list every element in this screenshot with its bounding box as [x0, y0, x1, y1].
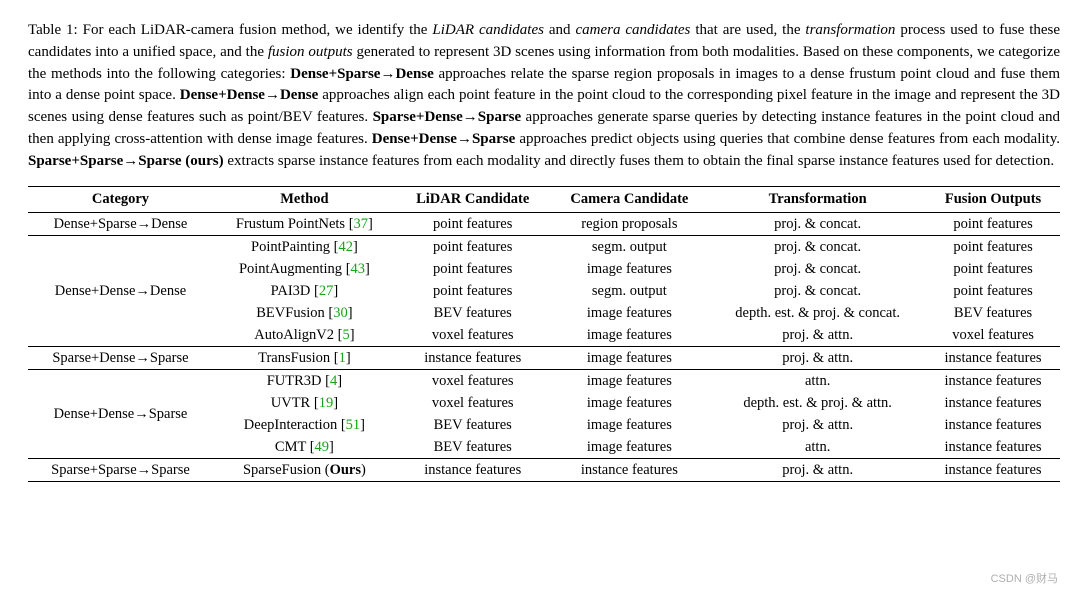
table-row: Dense+Dense→DensePointPainting [42]point…	[28, 236, 1060, 259]
cell-lidar: BEV features	[396, 436, 550, 459]
table-row: Sparse+Dense→SparseTransFusion [1]instan…	[28, 347, 1060, 370]
citation-ref[interactable]: 51	[346, 417, 361, 433]
cell-method: TransFusion [1]	[213, 347, 396, 370]
cell-camera: image features	[550, 258, 710, 280]
cell-output: instance features	[926, 459, 1060, 482]
table-caption: Table 1: For each LiDAR-camera fusion me…	[28, 20, 1060, 172]
cell-transform: depth. est. & proj. & concat.	[709, 302, 926, 324]
col-transform: Transformation	[709, 187, 926, 213]
table-header-row: Category Method LiDAR Candidate Camera C…	[28, 187, 1060, 213]
cell-camera: segm. output	[550, 236, 710, 259]
citation-ref[interactable]: 43	[351, 261, 366, 277]
cell-transform: attn.	[709, 436, 926, 459]
cell-method: AutoAlignV2 [5]	[213, 324, 396, 347]
cell-output: point features	[926, 213, 1060, 236]
cell-transform: proj. & concat.	[709, 258, 926, 280]
cell-output: instance features	[926, 436, 1060, 459]
cell-method: FUTR3D [4]	[213, 370, 396, 393]
fusion-methods-table: Category Method LiDAR Candidate Camera C…	[28, 186, 1060, 482]
cell-lidar: BEV features	[396, 302, 550, 324]
cell-category: Dense+Dense→Dense	[28, 236, 213, 347]
cell-output: instance features	[926, 347, 1060, 370]
cell-lidar: instance features	[396, 459, 550, 482]
citation-ref[interactable]: 5	[342, 327, 349, 343]
cell-camera: image features	[550, 392, 710, 414]
cell-method: UVTR [19]	[213, 392, 396, 414]
citation-ref[interactable]: 42	[338, 239, 353, 255]
citation-ref[interactable]: 4	[330, 373, 337, 389]
cell-transform: proj. & attn.	[709, 459, 926, 482]
cell-transform: proj. & attn.	[709, 347, 926, 370]
cell-method: DeepInteraction [51]	[213, 414, 396, 436]
citation-ref[interactable]: 49	[315, 439, 330, 455]
cell-method: PointAugmenting [43]	[213, 258, 396, 280]
cell-camera: image features	[550, 324, 710, 347]
cell-lidar: point features	[396, 280, 550, 302]
cell-transform: proj. & concat.	[709, 236, 926, 259]
cell-output: BEV features	[926, 302, 1060, 324]
cell-camera: image features	[550, 414, 710, 436]
cell-output: point features	[926, 280, 1060, 302]
citation-ref[interactable]: 27	[319, 283, 334, 299]
cell-camera: region proposals	[550, 213, 710, 236]
col-camera: Camera Candidate	[550, 187, 710, 213]
caption-body: For each LiDAR-camera fusion method, we …	[28, 22, 1060, 169]
cell-camera: instance features	[550, 459, 710, 482]
table-body: Dense+Sparse→DenseFrustum PointNets [37]…	[28, 213, 1060, 482]
col-output: Fusion Outputs	[926, 187, 1060, 213]
watermark: CSDN @财马	[991, 570, 1058, 586]
cell-lidar: point features	[396, 213, 550, 236]
cell-camera: image features	[550, 436, 710, 459]
cell-output: voxel features	[926, 324, 1060, 347]
citation-ref[interactable]: 30	[333, 305, 348, 321]
cell-method: PAI3D [27]	[213, 280, 396, 302]
cell-method: PointPainting [42]	[213, 236, 396, 259]
table-row: Sparse+Sparse→SparseSparseFusion (Ours)i…	[28, 459, 1060, 482]
cell-lidar: voxel features	[396, 324, 550, 347]
cell-output: instance features	[926, 414, 1060, 436]
col-method: Method	[213, 187, 396, 213]
cell-output: point features	[926, 258, 1060, 280]
cell-transform: proj. & concat.	[709, 280, 926, 302]
cell-transform: proj. & attn.	[709, 324, 926, 347]
cell-method: BEVFusion [30]	[213, 302, 396, 324]
cell-category: Dense+Dense→Sparse	[28, 370, 213, 459]
cell-camera: image features	[550, 370, 710, 393]
cell-lidar: voxel features	[396, 370, 550, 393]
cell-transform: proj. & attn.	[709, 414, 926, 436]
cell-transform: proj. & concat.	[709, 213, 926, 236]
cell-category: Dense+Sparse→Dense	[28, 213, 213, 236]
col-lidar: LiDAR Candidate	[396, 187, 550, 213]
cell-camera: segm. output	[550, 280, 710, 302]
table-label: Table 1:	[28, 22, 78, 38]
cell-transform: attn.	[709, 370, 926, 393]
cell-lidar: point features	[396, 236, 550, 259]
cell-category: Sparse+Sparse→Sparse	[28, 459, 213, 482]
citation-ref[interactable]: 1	[339, 350, 346, 366]
citation-ref[interactable]: 19	[319, 395, 334, 411]
cell-lidar: BEV features	[396, 414, 550, 436]
cell-method: SparseFusion (Ours)	[213, 459, 396, 482]
cell-method: Frustum PointNets [37]	[213, 213, 396, 236]
cell-transform: depth. est. & proj. & attn.	[709, 392, 926, 414]
cell-lidar: instance features	[396, 347, 550, 370]
cell-lidar: point features	[396, 258, 550, 280]
cell-output: instance features	[926, 392, 1060, 414]
col-category: Category	[28, 187, 213, 213]
cell-output: instance features	[926, 370, 1060, 393]
cell-camera: image features	[550, 302, 710, 324]
cell-camera: image features	[550, 347, 710, 370]
citation-ref[interactable]: 37	[354, 216, 369, 232]
cell-category: Sparse+Dense→Sparse	[28, 347, 213, 370]
table-row: Dense+Sparse→DenseFrustum PointNets [37]…	[28, 213, 1060, 236]
cell-lidar: voxel features	[396, 392, 550, 414]
cell-output: point features	[926, 236, 1060, 259]
table-row: Dense+Dense→SparseFUTR3D [4]voxel featur…	[28, 370, 1060, 393]
cell-method: CMT [49]	[213, 436, 396, 459]
